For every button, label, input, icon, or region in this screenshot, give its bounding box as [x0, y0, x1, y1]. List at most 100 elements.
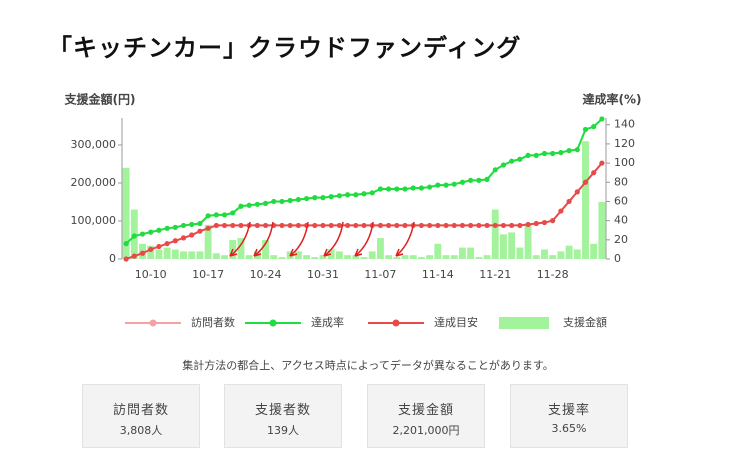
point — [172, 238, 178, 244]
bar — [335, 251, 343, 259]
x-tick-label: 11-07 — [364, 268, 396, 281]
y2-tick-label: 60 — [614, 194, 628, 207]
point — [484, 176, 490, 182]
point — [550, 218, 556, 224]
bar — [475, 257, 483, 259]
point — [213, 222, 219, 229]
bar — [565, 245, 573, 259]
point — [386, 186, 392, 192]
point — [443, 222, 449, 229]
point — [230, 210, 236, 216]
bar — [557, 251, 565, 259]
arrow — [395, 221, 415, 257]
point — [386, 222, 392, 229]
chart: 支援金額(円) 達成率(%) 0 100,000 200,000 300,000 0 20… — [64, 92, 642, 329]
bar — [171, 249, 179, 259]
bar — [237, 238, 245, 259]
point — [484, 222, 490, 229]
stat-label: 支援金額 — [397, 403, 454, 418]
point — [574, 189, 580, 195]
point — [582, 126, 589, 133]
point — [131, 233, 137, 239]
x-tick-label: 11-28 — [537, 268, 569, 281]
point — [148, 246, 154, 253]
point — [254, 222, 260, 229]
point — [336, 222, 342, 229]
bar — [409, 255, 417, 259]
point — [500, 162, 507, 168]
bar — [401, 255, 409, 259]
legend-label: 達成目安 — [434, 315, 478, 329]
point — [558, 149, 564, 156]
point — [500, 222, 507, 229]
point — [418, 185, 425, 191]
point — [328, 222, 334, 229]
arrow — [229, 221, 251, 257]
annotation-arrows — [229, 221, 415, 257]
point — [427, 184, 433, 190]
bar — [245, 255, 253, 259]
y-tick-label: 0 — [109, 252, 116, 265]
legend-label: 支援金額 — [563, 315, 607, 329]
point — [262, 200, 269, 206]
point — [246, 202, 252, 208]
point — [312, 222, 318, 229]
bar — [385, 255, 393, 259]
arrow — [354, 221, 374, 257]
bar — [368, 251, 376, 259]
point — [312, 195, 318, 201]
bar — [327, 249, 335, 259]
arrow — [253, 221, 274, 257]
point — [238, 222, 244, 229]
bar — [319, 255, 327, 259]
bar — [147, 245, 155, 259]
legend-swatch — [392, 319, 400, 327]
point — [377, 222, 384, 229]
stat-value: 2,201,000円 — [392, 424, 460, 437]
bar — [467, 247, 475, 259]
point — [550, 150, 556, 157]
y-tick-label: 300,000 — [71, 138, 117, 151]
bar — [204, 224, 212, 259]
stat-label: 訪問者数 — [112, 403, 169, 418]
point — [541, 150, 548, 157]
point — [574, 147, 580, 153]
point — [599, 160, 605, 166]
bar — [180, 251, 187, 259]
point — [164, 241, 170, 247]
point — [517, 156, 523, 162]
point — [320, 222, 326, 229]
point — [418, 222, 425, 229]
page-title: 「キッチンカー」クラウドファンディング — [48, 34, 522, 62]
bar — [458, 247, 466, 259]
point — [344, 192, 351, 198]
bar — [434, 243, 442, 259]
point — [221, 212, 228, 218]
bar — [262, 239, 270, 259]
bar — [426, 255, 434, 259]
legend-swatch — [499, 317, 549, 329]
point — [213, 212, 219, 218]
point — [427, 222, 433, 229]
y2-tick-label: 140 — [614, 118, 635, 131]
bar — [393, 257, 401, 259]
stat-label: 支援率 — [547, 403, 590, 418]
stat-label: 支援者数 — [254, 403, 311, 418]
y2-axis-label: 達成率(%) — [583, 92, 642, 107]
point — [353, 222, 359, 229]
y2-tick-label: 20 — [614, 233, 628, 246]
x-tick-label: 10-24 — [250, 268, 282, 281]
point — [156, 243, 162, 250]
bar — [532, 255, 540, 259]
bar — [196, 251, 204, 259]
point — [287, 222, 293, 229]
point — [139, 231, 146, 237]
point — [197, 228, 203, 234]
point — [476, 177, 482, 183]
point — [205, 213, 211, 219]
point — [361, 191, 367, 197]
point — [156, 227, 162, 233]
point — [459, 179, 466, 185]
point — [394, 186, 400, 192]
legend-label: 訪問者数 — [191, 315, 235, 329]
